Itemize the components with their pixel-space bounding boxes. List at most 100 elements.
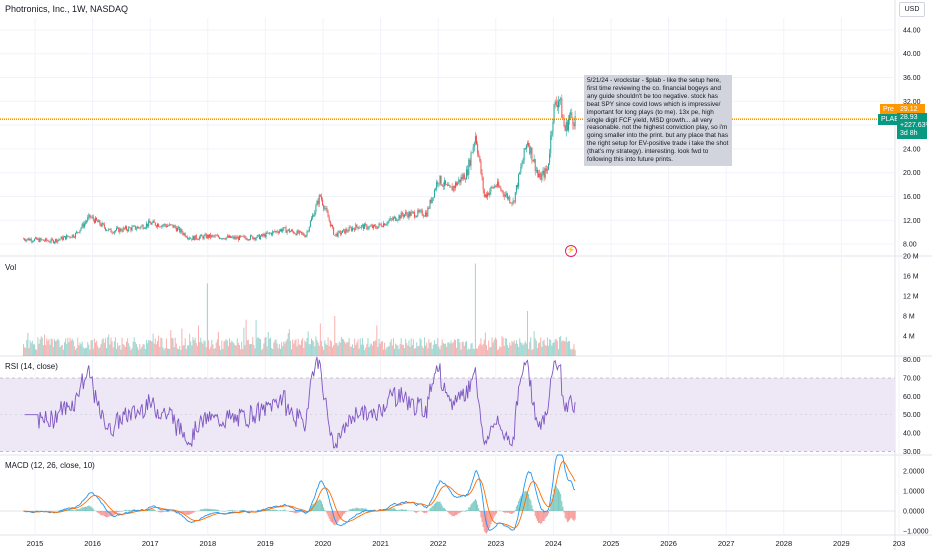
candle-body [247,239,249,240]
volume-bar [388,345,390,356]
volume-bar [88,344,90,356]
volume-bar [297,338,299,356]
volume-bar [178,349,180,356]
candle-body [503,194,505,197]
candle-body [196,238,198,240]
macd-histogram-bar [425,511,427,513]
candle-body [48,240,50,243]
volume-bar [51,339,53,356]
volume-bar [535,340,537,356]
volume-bar [399,343,401,356]
macd-histogram-bar [452,511,454,517]
volume-bar [99,347,101,356]
candle-body [487,192,489,198]
candle-body [333,227,335,235]
macd-histogram-bar [567,511,569,522]
volume-bar [111,341,113,356]
candle-body [257,234,259,236]
volume-bar [40,336,42,356]
candle-body [159,226,161,228]
macd-histogram-bar [272,509,274,511]
candle-body [432,197,434,198]
candle-body [467,169,469,175]
volume-bar [108,334,110,356]
volume-bar [337,345,339,356]
macd-histogram-bar [175,511,177,513]
volume-bar [241,341,243,356]
rsi-tick-label: 50.00 [903,412,921,419]
candle-body [462,174,464,180]
macd-histogram-bar [443,508,445,511]
candle-body [556,105,558,108]
macd-histogram-bar [330,511,332,523]
macd-histogram-bar [422,511,424,513]
macd-histogram-bar [492,511,494,520]
volume-bar [336,343,338,356]
candle-body [500,187,502,191]
volume-bar [247,339,249,356]
macd-histogram-bar [451,511,453,517]
macd-histogram-bar [166,511,168,512]
volume-bar [542,341,544,356]
volume-bar [109,344,111,356]
volume-bar [514,343,516,356]
macd-histogram-bar [154,510,156,511]
candle-body [560,98,562,100]
candle-body [479,156,481,161]
candle-body [277,232,279,233]
volume-bar [468,348,470,356]
volume-bar [96,340,98,356]
volume-bar [265,337,267,356]
volume-bar [112,347,114,356]
candle-body [446,184,448,185]
candle-body [214,235,216,237]
candle-body [169,224,171,226]
macd-histogram-bar [173,511,175,512]
candle-body [92,216,94,220]
idea-annotation[interactable]: 5/21/24 - vrockstar - $plab - like the s… [584,75,732,166]
macd-histogram-bar [388,509,390,511]
macd-histogram-bar [366,509,368,511]
macd-histogram-bar [354,508,356,511]
candle-body [185,236,187,238]
macd-histogram-bar [472,501,474,511]
macd-histogram-bar [192,511,194,513]
volume-bar [53,339,55,356]
macd-histogram-bar [449,511,451,515]
candle-body [535,169,537,172]
candle-body [206,234,208,239]
macd-histogram-bar [159,511,161,513]
candle-body [295,233,297,236]
volume-bar [171,337,173,356]
volume-bar [252,337,254,356]
macd-histogram-bar [318,499,320,511]
candle-body [96,217,98,221]
lightning-icon[interactable]: ⚡ [565,245,577,257]
currency-button[interactable]: USD [899,2,925,17]
volume-bar [49,344,51,356]
volume-bar [234,345,236,356]
volume-bar [222,348,224,356]
candle-body [34,238,36,242]
volume-bar [451,343,453,356]
macd-histogram-bar [364,508,366,511]
candle-body [60,236,62,240]
candle-body [161,225,163,227]
volume-bar [224,340,226,356]
macd-histogram-bar [348,509,350,511]
x-tick-label: 2018 [199,539,216,548]
candle-body [140,226,142,229]
macd-histogram-bar [269,509,271,511]
volume-bar [39,339,41,356]
candle-body [413,212,415,218]
candle-body [216,235,218,237]
volume-bar [269,337,271,356]
macd-histogram-bar [548,511,550,514]
candle-body [521,164,523,167]
macd-histogram-bar [316,500,318,511]
macd-histogram-bar [112,511,114,517]
candle-body [47,240,49,242]
macd-histogram-bar [274,509,276,511]
volume-bar [557,349,559,356]
